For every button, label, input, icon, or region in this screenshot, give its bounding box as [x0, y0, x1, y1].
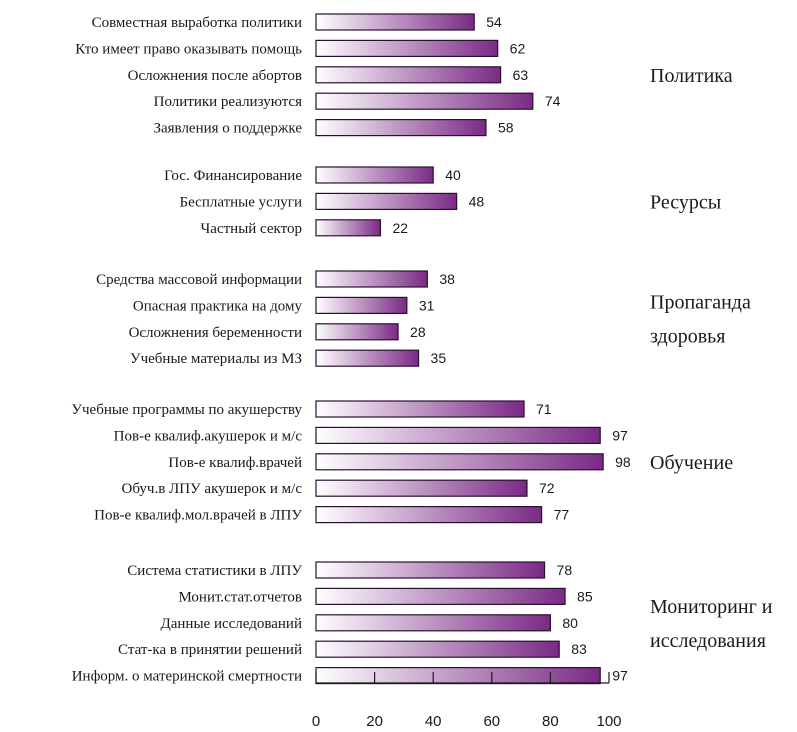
bar [315, 349, 420, 367]
value-label: 80 [562, 615, 578, 631]
bar [315, 39, 499, 58]
bar [315, 561, 546, 579]
value-label: 54 [486, 14, 502, 30]
bar [315, 270, 428, 288]
value-label: 78 [557, 562, 573, 578]
bar [315, 614, 551, 632]
value-label: 74 [545, 93, 561, 109]
category-label: Пов-е квалиф.мол.врачей в ЛПУ [94, 508, 302, 524]
category-label: Заявления о поддержке [153, 121, 302, 137]
value-label: 83 [571, 641, 587, 657]
category-label: Монит.стат.отчетов [178, 589, 302, 605]
x-tick-label: 40 [425, 713, 442, 730]
group-label: здоровья [650, 326, 725, 348]
x-tick-label: 80 [542, 713, 559, 730]
x-tick-label: 60 [483, 713, 500, 730]
category-label: Осложнения беременности [129, 325, 302, 341]
value-label: 40 [445, 167, 461, 183]
value-label: 35 [431, 350, 447, 366]
bar [315, 92, 534, 110]
group-label: исследования [650, 630, 766, 652]
category-label: Стат-ка в принятии решений [118, 642, 302, 658]
bar [315, 453, 604, 471]
category-label: Учебные программы по акушерству [71, 402, 302, 418]
category-label: Обуч.в ЛПУ акушерок и м/с [122, 481, 303, 497]
group-label: Мониторинг и [650, 596, 773, 618]
bar [315, 479, 528, 497]
bar [315, 118, 487, 137]
category-label: Совместная выработка политики [92, 15, 302, 31]
x-tick-label: 20 [366, 713, 383, 730]
x-axis: 0 20 40 60 80 100 [312, 672, 622, 730]
bar [315, 426, 601, 444]
value-label: 97 [612, 427, 628, 443]
category-label: Пов-е квалиф.врачей [168, 455, 302, 471]
x-tick-label: 0 [312, 713, 320, 730]
value-label: 97 [612, 668, 628, 684]
value-label: 98 [615, 454, 631, 470]
bar [315, 13, 475, 31]
category-label: Политики реализуются [154, 94, 302, 110]
value-label: 63 [513, 67, 529, 83]
category-label: Данные исследований [161, 616, 302, 632]
category-label: Бесплатные услуги [180, 194, 302, 210]
bar [315, 400, 525, 418]
bar [315, 666, 601, 685]
value-label: 28 [410, 324, 426, 340]
group-label: Ресурсы [650, 191, 721, 213]
category-label: Пов-е квалиф.акушерок и м/с [114, 428, 303, 444]
bar [315, 506, 543, 524]
group-label: Политика [650, 65, 733, 87]
category-label: Гос. Финансирование [164, 168, 302, 184]
value-label: 31 [419, 297, 435, 313]
bar [315, 219, 382, 237]
bar [315, 296, 408, 314]
bar [315, 192, 458, 210]
x-tick-label: 100 [596, 713, 621, 730]
bars-layer: Совместная выработка политики 54 Кто имеет… [71, 13, 773, 685]
value-label: 22 [392, 220, 408, 236]
value-label: 62 [510, 40, 526, 56]
bar [315, 166, 434, 184]
category-label: Частный сектор [201, 221, 302, 237]
value-label: 71 [536, 401, 552, 417]
group-label: Пропаганда [650, 292, 751, 314]
value-label: 38 [439, 271, 455, 287]
category-label: Средства массовой информации [96, 272, 302, 288]
category-label: Опасная практика на дому [133, 298, 303, 314]
value-label: 58 [498, 120, 514, 136]
category-label: Кто имеет право оказывать помощь [75, 41, 302, 57]
value-label: 72 [539, 480, 555, 496]
bar [315, 640, 560, 658]
bar [315, 587, 566, 606]
bar [315, 66, 502, 84]
category-label: Осложнения после абортов [128, 68, 302, 84]
group-label: Обучение [650, 452, 733, 474]
category-label: Информ. о материнской смертности [72, 669, 302, 685]
category-label: Учебные материалы из МЗ [130, 351, 302, 367]
bar [315, 323, 399, 341]
category-label: Система статистики в ЛПУ [127, 563, 302, 579]
value-label: 77 [554, 507, 570, 523]
value-label: 85 [577, 588, 593, 604]
value-label: 48 [469, 193, 485, 209]
